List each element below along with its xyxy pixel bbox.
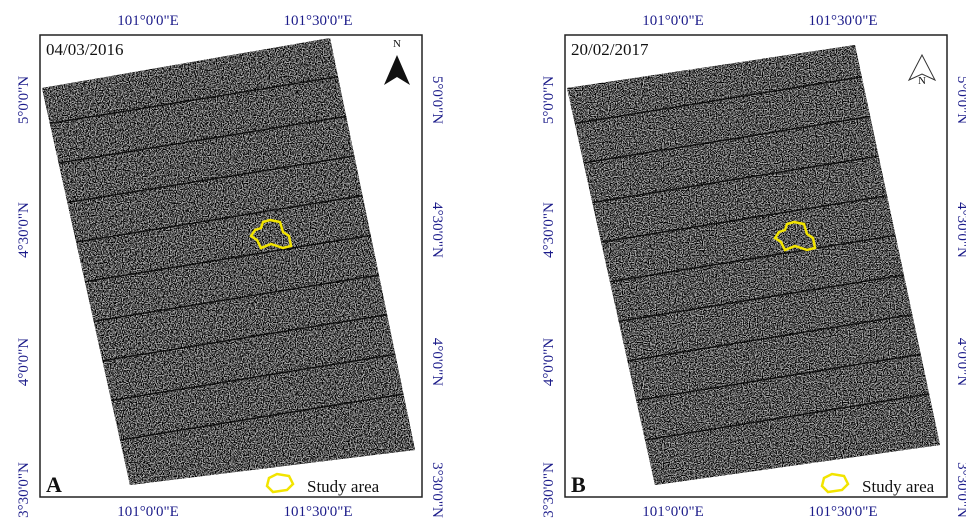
left-tick-label: 5°0'0"N — [16, 76, 32, 124]
north-label: N — [918, 75, 926, 87]
bottom-tick-label: 101°30'0"E — [284, 504, 353, 520]
right-tick-label: 4°30'0"N — [429, 202, 445, 258]
top-tick-label: 101°30'0"E — [809, 13, 878, 29]
top-tick-label: 101°30'0"E — [284, 13, 353, 29]
panel-letter: A — [46, 472, 62, 497]
right-tick-label: 4°30'0"N — [954, 202, 966, 258]
figure: 101°0'0"E 101°30'0"E 101°0'0"E 101°30'0"E 5°… — [0, 0, 966, 521]
map-panel: 101°0'0"E 101°30'0"E 101°0'0"E 101°30'0"E 5°… — [16, 13, 445, 520]
top-tick-label: 101°0'0"E — [642, 13, 704, 29]
panel-letter: B — [571, 472, 586, 497]
map-panel: 101°0'0"E 101°30'0"E 101°0'0"E 101°30'0"E 5°… — [541, 13, 966, 520]
right-tick-label: 5°0'0"N — [429, 76, 445, 124]
right-tick-label: 3°30'0"N — [429, 462, 445, 518]
bottom-tick-label: 101°0'0"E — [117, 504, 179, 520]
left-tick-label: 4°30'0"N — [541, 202, 557, 258]
right-tick-label: 3°30'0"N — [954, 462, 966, 518]
right-tick-label: 4°0'0"N — [954, 338, 966, 386]
left-tick-label: 4°0'0"N — [541, 338, 557, 386]
bottom-tick-label: 101°30'0"E — [809, 504, 878, 520]
left-tick-label: 5°0'0"N — [541, 76, 557, 124]
legend-label: Study area — [862, 477, 935, 496]
bottom-tick-label: 101°0'0"E — [642, 504, 704, 520]
image-date: 04/03/2016 — [46, 40, 123, 59]
left-tick-label: 4°0'0"N — [16, 338, 32, 386]
image-date: 20/02/2017 — [571, 40, 649, 59]
legend-label: Study area — [307, 477, 380, 496]
top-tick-label: 101°0'0"E — [117, 13, 179, 29]
left-tick-label: 3°30'0"N — [541, 462, 557, 518]
north-label: N — [393, 38, 401, 50]
right-tick-label: 5°0'0"N — [954, 76, 966, 124]
left-tick-label: 4°30'0"N — [16, 202, 32, 258]
left-tick-label: 3°30'0"N — [16, 462, 32, 518]
right-tick-label: 4°0'0"N — [429, 338, 445, 386]
